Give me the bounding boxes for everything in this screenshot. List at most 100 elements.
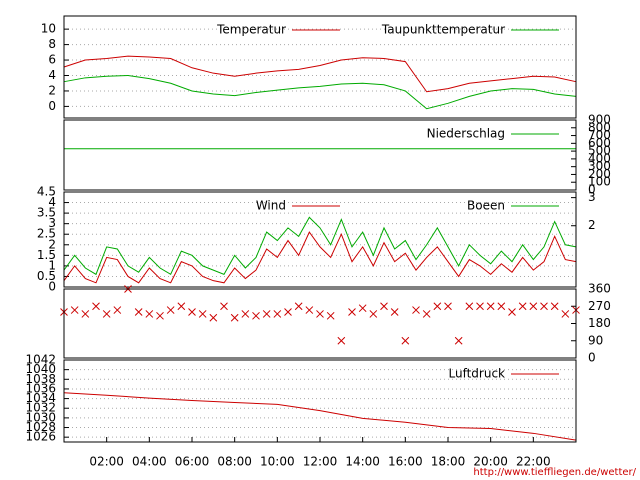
scatter-point	[444, 302, 452, 311]
y-tick-label: 2	[48, 83, 56, 97]
scatter-point	[145, 310, 154, 318]
scatter-point	[262, 310, 271, 318]
scatter-point	[497, 302, 506, 311]
scatter-point	[561, 310, 570, 318]
scatter-point	[454, 336, 463, 345]
scatter-point	[156, 311, 164, 320]
y2-tick-label: 800	[588, 120, 611, 134]
y-tick-label: 8	[48, 37, 56, 51]
legend-label: Wind	[256, 199, 286, 213]
x-tick-label: 02:00	[89, 455, 124, 469]
panel-frame	[63, 191, 577, 288]
y2-tick-label: 400	[588, 151, 611, 165]
panel-frame	[63, 359, 577, 443]
scatter-point	[305, 306, 314, 314]
scatter-point	[401, 336, 410, 345]
scatter-point	[102, 310, 111, 318]
y2-tick-label: 0	[588, 183, 596, 197]
y-tick-label: 4.5	[37, 185, 56, 199]
scatter-point	[486, 302, 495, 311]
y2-tick-label: 270	[588, 299, 611, 313]
scatter-point	[81, 310, 90, 318]
y-tick-label: 2	[48, 237, 56, 251]
series-line	[63, 231, 577, 284]
scatter-point	[230, 313, 239, 322]
y-tick-label: 1028	[25, 420, 56, 434]
y-tick-label: 1040	[25, 362, 56, 376]
y-tick-label: 2.5	[37, 227, 56, 241]
scatter-point	[433, 302, 442, 311]
scatter-point	[70, 306, 79, 314]
y2-tick-label: 600	[588, 136, 611, 150]
x-tick-label: 06:00	[175, 455, 210, 469]
y-tick-label: 6	[48, 53, 56, 67]
x-tick-label: 20:00	[473, 455, 508, 469]
y-tick-label: 0	[48, 99, 56, 113]
scatter-point	[508, 308, 516, 316]
scatter-point	[188, 308, 196, 316]
x-tick-label: 14:00	[345, 455, 380, 469]
scatter-point	[294, 302, 303, 311]
scatter-point	[422, 310, 431, 318]
y-tick-label: 1.5	[37, 248, 56, 262]
y-tick-label: 3	[48, 216, 56, 230]
scatter-point	[326, 311, 335, 320]
legend-label: Taupunkttemperatur	[381, 23, 505, 37]
scatter-point	[337, 336, 346, 345]
scatter-point	[316, 310, 324, 318]
y-tick-label: 0.5	[37, 269, 56, 283]
y-tick-label: 1036	[25, 381, 56, 395]
y-tick-label: 1	[48, 258, 56, 272]
legend-label: Niederschlag	[427, 127, 505, 141]
y-tick-label: 1032	[25, 401, 56, 415]
y2-tick-label: 3	[588, 190, 596, 204]
x-tick-label: 18:00	[431, 455, 466, 469]
scatter-point	[92, 302, 100, 311]
panel-frame	[63, 119, 577, 191]
scatter-point	[369, 310, 378, 318]
y-tick-label: 1034	[25, 391, 56, 405]
series-line	[63, 55, 577, 93]
scatter-point	[273, 310, 282, 318]
y-tick-label: 4	[48, 68, 56, 82]
x-tick-label: 08:00	[217, 455, 252, 469]
scatter-point	[358, 304, 367, 313]
legend-label: Luftdruck	[448, 367, 505, 381]
scatter-point	[209, 313, 218, 322]
y2-tick-label: 500	[588, 144, 611, 158]
series-line	[63, 74, 577, 110]
x-tick-label: 10:00	[260, 455, 295, 469]
scatter-point	[198, 310, 207, 318]
y-tick-label: 1026	[25, 430, 56, 444]
scatter-point	[252, 311, 260, 320]
scatter-point	[241, 310, 250, 318]
series-line	[63, 216, 577, 276]
scatter-point	[177, 302, 186, 311]
y-tick-label: 1030	[25, 410, 56, 424]
y-tick-label: 10	[41, 22, 56, 36]
y-tick-label: 4	[48, 195, 56, 209]
y2-tick-label: 200	[588, 167, 611, 181]
y-tick-label: 0	[48, 280, 56, 294]
y2-tick-label: 300	[588, 159, 611, 173]
x-tick-label: 22:00	[516, 455, 551, 469]
scatter-point	[134, 308, 143, 316]
scatter-point	[166, 306, 175, 314]
scatter-point	[348, 308, 356, 316]
scatter-point	[465, 302, 474, 311]
series-line	[63, 392, 577, 441]
scatter-point	[540, 302, 548, 311]
scatter-point	[380, 302, 388, 311]
y2-tick-label: 90	[588, 333, 603, 347]
scatter-point	[284, 308, 292, 316]
scatter-point	[390, 308, 399, 316]
x-tick-label: 12:00	[303, 455, 338, 469]
footer: http://www.tieffliegen.de/wetter/	[473, 467, 636, 478]
y2-tick-label: 2	[588, 218, 596, 232]
scatter-point	[550, 302, 559, 311]
y2-tick-label: 360	[588, 282, 611, 296]
y-tick-label: 3.5	[37, 206, 56, 220]
y2-tick-label: 0	[588, 351, 596, 365]
y-tick-label: 1038	[25, 372, 56, 386]
